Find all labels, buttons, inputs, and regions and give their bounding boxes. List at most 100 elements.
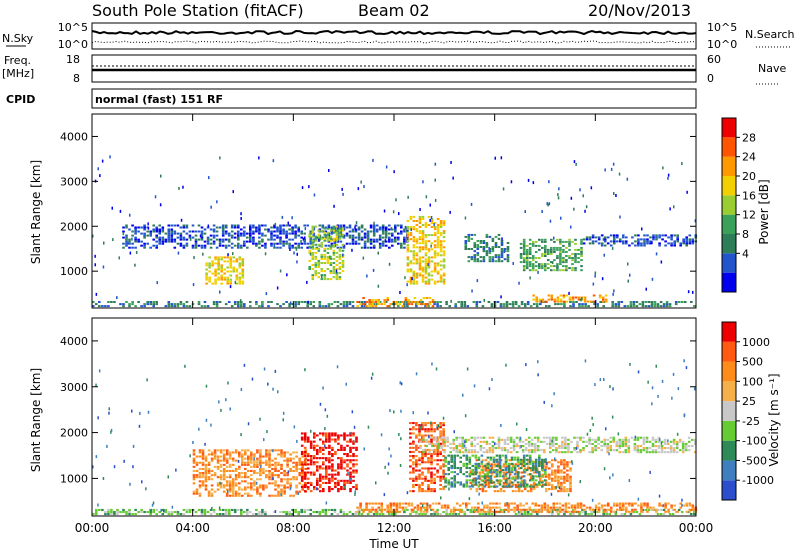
heatmap-cell (667, 242, 670, 244)
heatmap-cell (434, 244, 437, 246)
heatmap-cell (517, 471, 520, 473)
heatmap-cell (247, 476, 250, 478)
heatmap-cell (195, 247, 198, 249)
heatmap-cell (313, 455, 316, 457)
colorbar-swatch (722, 137, 736, 156)
heatmap-cell (567, 447, 570, 449)
heatmap-cell (231, 247, 234, 249)
heatmap-cell (137, 241, 140, 243)
heatmap-cell (258, 247, 261, 249)
heatmap-cell (475, 455, 478, 457)
heatmap-cell (274, 484, 277, 486)
heatmap-cell (507, 242, 510, 244)
heatmap-cell (282, 229, 285, 231)
heatmap-cell (359, 303, 362, 305)
heatmap-cell (240, 229, 243, 231)
heatmap-cell (613, 503, 616, 505)
heatmap-cell (143, 245, 146, 247)
heatmap-cell (410, 250, 413, 252)
heatmap-cell (226, 279, 229, 281)
heatmap-cell (430, 490, 433, 492)
heatmap-cell (256, 493, 259, 495)
heatmap-cell (300, 233, 303, 235)
heatmap-cell (486, 236, 489, 238)
heatmap-cell (581, 305, 584, 307)
heatmap-cell (341, 188, 343, 191)
heatmap-cell (643, 505, 646, 507)
heatmap-cell (363, 185, 365, 188)
heatmap-cell (131, 301, 134, 303)
heatmap-cell (628, 449, 631, 451)
heatmap-cell (342, 264, 345, 266)
heatmap-cell (349, 439, 352, 441)
heatmap-cell (591, 449, 594, 451)
heatmap-cell (430, 476, 433, 478)
heatmap-cell (303, 233, 306, 235)
heatmap-cell (640, 507, 643, 509)
heatmap-cell (256, 451, 259, 453)
heatmap-cell (608, 513, 611, 515)
heatmap-cell (525, 439, 528, 441)
heatmap-cell (237, 225, 240, 227)
heatmap-cell (492, 258, 495, 260)
heatmap-cell (409, 432, 412, 434)
heatmap-cell (237, 247, 240, 249)
heatmap-cell (368, 299, 371, 301)
heatmap-cell (123, 232, 125, 235)
heatmap-cell (520, 247, 523, 249)
heatmap-cell (217, 482, 220, 484)
heatmap-cell (591, 447, 594, 449)
heatmap-cell (668, 174, 670, 177)
heatmap-cell (232, 451, 235, 453)
heatmap-cell (377, 299, 380, 301)
heatmap-cell (128, 239, 131, 241)
heatmap-cell (327, 236, 330, 238)
heatmap-cell (538, 473, 541, 475)
heatmap-cell (628, 505, 631, 507)
heatmap-cell (483, 250, 486, 252)
heatmap-cell (268, 449, 271, 451)
heatmap-cell (241, 453, 244, 455)
heatmap-cell (447, 481, 450, 483)
heatmap-cell (264, 225, 267, 227)
heatmap-cell (235, 449, 238, 451)
heatmap-cell (484, 481, 487, 483)
heatmap-cell (655, 236, 658, 238)
heatmap-cell (355, 243, 358, 245)
heatmap-cell (410, 238, 413, 240)
heatmap-cell (592, 509, 595, 511)
heatmap-cell (294, 231, 297, 233)
heatmap-cell (226, 462, 229, 464)
heatmap-cell (592, 236, 595, 238)
heatmap-cell (464, 513, 467, 515)
heatmap-cell (526, 259, 529, 261)
heatmap-cell (430, 424, 433, 426)
heatmap-cell (689, 505, 692, 507)
heatmap-cell (368, 303, 371, 305)
heatmap-cell (376, 513, 379, 515)
heatmap-cell (504, 248, 507, 250)
heatmap-cell (538, 263, 541, 265)
heatmap-cell (280, 472, 283, 474)
heatmap-cell (415, 476, 418, 478)
heatmap-cell (250, 474, 253, 476)
heatmap-cell (312, 226, 315, 228)
heatmap-cell (550, 220, 552, 223)
heatmap-cell (205, 283, 208, 285)
heatmap-cell (217, 456, 220, 458)
heatmap-cell (476, 305, 479, 307)
heatmap-cell (598, 503, 601, 505)
heatmap-cell (388, 247, 391, 249)
heatmap-cell (296, 260, 298, 263)
heatmap-cell (465, 505, 468, 507)
heatmap-cell (584, 305, 587, 307)
heatmap-cell (572, 305, 575, 307)
heatmap-cell (137, 301, 140, 303)
heatmap-cell (643, 439, 646, 441)
heatmap-cell (328, 432, 331, 434)
heatmap-cell (304, 468, 307, 470)
heatmap-cell (481, 455, 484, 457)
heatmap-cell (544, 247, 547, 249)
heatmap-cell (532, 255, 535, 257)
heatmap-cell (362, 297, 365, 299)
